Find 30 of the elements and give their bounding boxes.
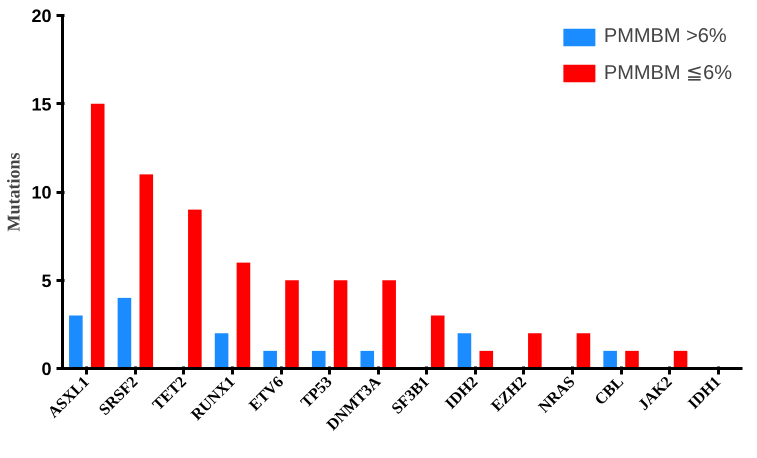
y-tick-label: 5 xyxy=(41,270,52,291)
bar xyxy=(382,280,396,368)
bar xyxy=(312,350,326,368)
bar xyxy=(214,333,228,368)
bar xyxy=(139,174,154,368)
bar xyxy=(576,333,590,368)
bar xyxy=(528,333,542,368)
y-tick-label: 10 xyxy=(31,182,52,202)
bar xyxy=(458,333,472,368)
bar xyxy=(360,350,374,368)
bar xyxy=(188,210,202,368)
legend-label: PMMBM >6% xyxy=(604,25,727,48)
bar xyxy=(285,280,299,368)
y-axis-title: Mutations xyxy=(3,152,24,232)
bar xyxy=(430,316,445,368)
bar xyxy=(90,104,105,368)
bar xyxy=(236,262,250,368)
x-tick-label: CBL xyxy=(592,373,628,409)
y-tick-label: 20 xyxy=(31,6,52,26)
legend-label: PMMBM ≦6% xyxy=(604,61,732,85)
y-tick-label: 0 xyxy=(41,359,52,379)
bar xyxy=(118,298,132,368)
bar xyxy=(625,350,639,368)
bar xyxy=(69,316,83,368)
bar xyxy=(479,350,494,368)
bar xyxy=(334,280,348,368)
bar xyxy=(603,350,617,368)
bar xyxy=(263,350,277,368)
bar xyxy=(674,350,688,368)
y-tick-label: 15 xyxy=(31,94,52,114)
